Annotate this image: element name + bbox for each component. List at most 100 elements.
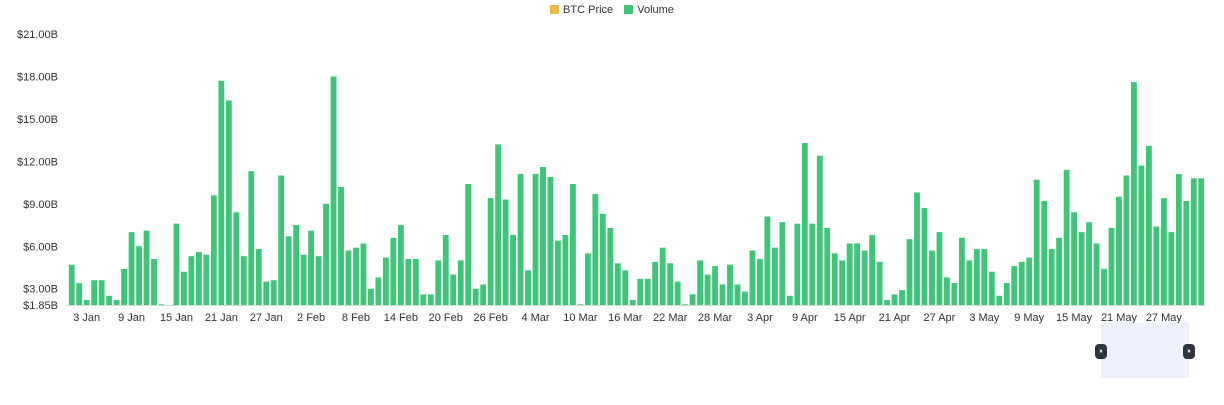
volume-bar[interactable] — [181, 271, 187, 305]
volume-bar[interactable] — [151, 259, 157, 305]
volume-bar[interactable] — [263, 281, 270, 305]
volume-bar[interactable] — [876, 261, 883, 305]
volume-bar[interactable] — [906, 239, 913, 305]
volume-bar[interactable] — [592, 193, 599, 305]
volume-bar[interactable] — [210, 195, 217, 305]
volume-bar[interactable] — [136, 246, 142, 305]
volume-bar[interactable] — [996, 295, 1003, 305]
volume-bar[interactable] — [1063, 169, 1070, 305]
volume-bar[interactable] — [1160, 198, 1167, 305]
volume-bar[interactable] — [891, 294, 898, 305]
volume-bar[interactable] — [323, 203, 329, 305]
volume-bar[interactable] — [951, 283, 958, 305]
volume-bar[interactable] — [689, 294, 696, 305]
volume-bar[interactable] — [345, 250, 352, 305]
volume-bar[interactable] — [405, 259, 412, 305]
volume-bar[interactable] — [143, 230, 150, 305]
volume-bar[interactable] — [225, 100, 232, 305]
volume-bar[interactable] — [240, 256, 247, 305]
volume-bar[interactable] — [712, 266, 718, 305]
volume-bar[interactable] — [1093, 243, 1100, 305]
legend-item-btc-price[interactable]: BTC Price — [550, 4, 613, 16]
volume-bar[interactable] — [427, 294, 434, 305]
volume-bar[interactable] — [749, 250, 756, 305]
volume-bar[interactable] — [158, 304, 165, 305]
volume-bar[interactable] — [682, 304, 689, 305]
volume-bar[interactable] — [824, 227, 831, 305]
volume-bar[interactable] — [1123, 175, 1130, 305]
volume-bar[interactable] — [457, 260, 464, 305]
volume-bar[interactable] — [1011, 266, 1018, 305]
volume-bar[interactable] — [1086, 222, 1092, 305]
volume-bar[interactable] — [659, 247, 666, 305]
volume-bar[interactable] — [704, 274, 711, 305]
volume-bar[interactable] — [854, 243, 861, 305]
volume-bar[interactable] — [742, 291, 748, 305]
volume-bar[interactable] — [644, 278, 651, 305]
volume-bar[interactable] — [188, 256, 195, 305]
volume-bar[interactable] — [809, 223, 816, 305]
navigator-left-handle[interactable]: ⏸ — [1095, 344, 1107, 359]
volume-bar[interactable] — [128, 232, 135, 305]
volume-bar[interactable] — [368, 288, 374, 305]
volume-bar[interactable] — [884, 300, 890, 305]
volume-bar[interactable] — [801, 142, 808, 305]
volume-bar[interactable] — [450, 274, 457, 305]
volume-bar[interactable] — [599, 213, 606, 305]
volume-bar[interactable] — [517, 174, 524, 305]
volume-bar[interactable] — [308, 230, 315, 305]
volume-bar[interactable] — [667, 263, 674, 305]
volume-bar[interactable] — [390, 237, 397, 305]
volume-bar[interactable] — [442, 234, 449, 305]
volume-bar[interactable] — [540, 167, 546, 305]
volume-bar[interactable] — [622, 270, 629, 305]
volume-bar[interactable] — [831, 253, 838, 305]
volume-bar[interactable] — [719, 284, 726, 305]
volume-bar[interactable] — [270, 280, 277, 305]
volume-bar[interactable] — [1198, 178, 1205, 305]
volume-bar[interactable] — [757, 259, 763, 305]
legend-item-volume[interactable]: Volume — [624, 4, 674, 16]
volume-bar[interactable] — [1145, 145, 1152, 305]
volume-bar[interactable] — [734, 284, 741, 305]
volume-bar[interactable] — [921, 208, 928, 305]
volume-bar[interactable] — [779, 222, 786, 305]
volume-bar[interactable] — [697, 260, 703, 305]
volume-bar[interactable] — [98, 280, 105, 305]
volume-bar[interactable] — [255, 249, 262, 305]
volume-bar[interactable] — [584, 253, 591, 305]
volume-bar[interactable] — [577, 304, 584, 305]
volume-bar[interactable] — [502, 199, 509, 305]
volume-bar[interactable] — [981, 249, 988, 305]
volume-bar[interactable] — [936, 232, 943, 305]
volume-bar[interactable] — [1153, 226, 1160, 305]
volume-bar[interactable] — [397, 225, 404, 305]
volume-bar[interactable] — [839, 260, 846, 305]
navigator-right-handle[interactable]: ⏸ — [1183, 344, 1195, 359]
volume-bar[interactable] — [988, 271, 995, 305]
volume-bar[interactable] — [106, 295, 113, 305]
volume-bar[interactable] — [1041, 200, 1048, 305]
volume-bar[interactable] — [353, 247, 359, 305]
volume-bar[interactable] — [173, 223, 180, 305]
volume-bar[interactable] — [1108, 227, 1115, 305]
volume-bar[interactable] — [727, 264, 733, 305]
volume-bar[interactable] — [1116, 196, 1122, 305]
volume-bar[interactable] — [121, 268, 128, 305]
volume-bar[interactable] — [1183, 200, 1190, 305]
volume-bar[interactable] — [472, 288, 479, 305]
volume-bar[interactable] — [68, 264, 75, 305]
volume-bar[interactable] — [771, 247, 778, 305]
volume-bar[interactable] — [869, 234, 876, 305]
volume-bar[interactable] — [1078, 232, 1085, 305]
volume-bar[interactable] — [1003, 283, 1010, 305]
volume-bar[interactable] — [248, 171, 255, 305]
volume-bar[interactable] — [315, 256, 322, 305]
volume-bar[interactable] — [113, 300, 120, 305]
volume-bar[interactable] — [300, 254, 307, 305]
volume-bar[interactable] — [944, 277, 950, 305]
range-navigator[interactable]: ⏸ ⏸ — [1095, 323, 1195, 378]
volume-bar[interactable] — [861, 250, 868, 305]
volume-bar[interactable] — [1071, 212, 1078, 305]
volume-bar[interactable] — [233, 212, 240, 305]
